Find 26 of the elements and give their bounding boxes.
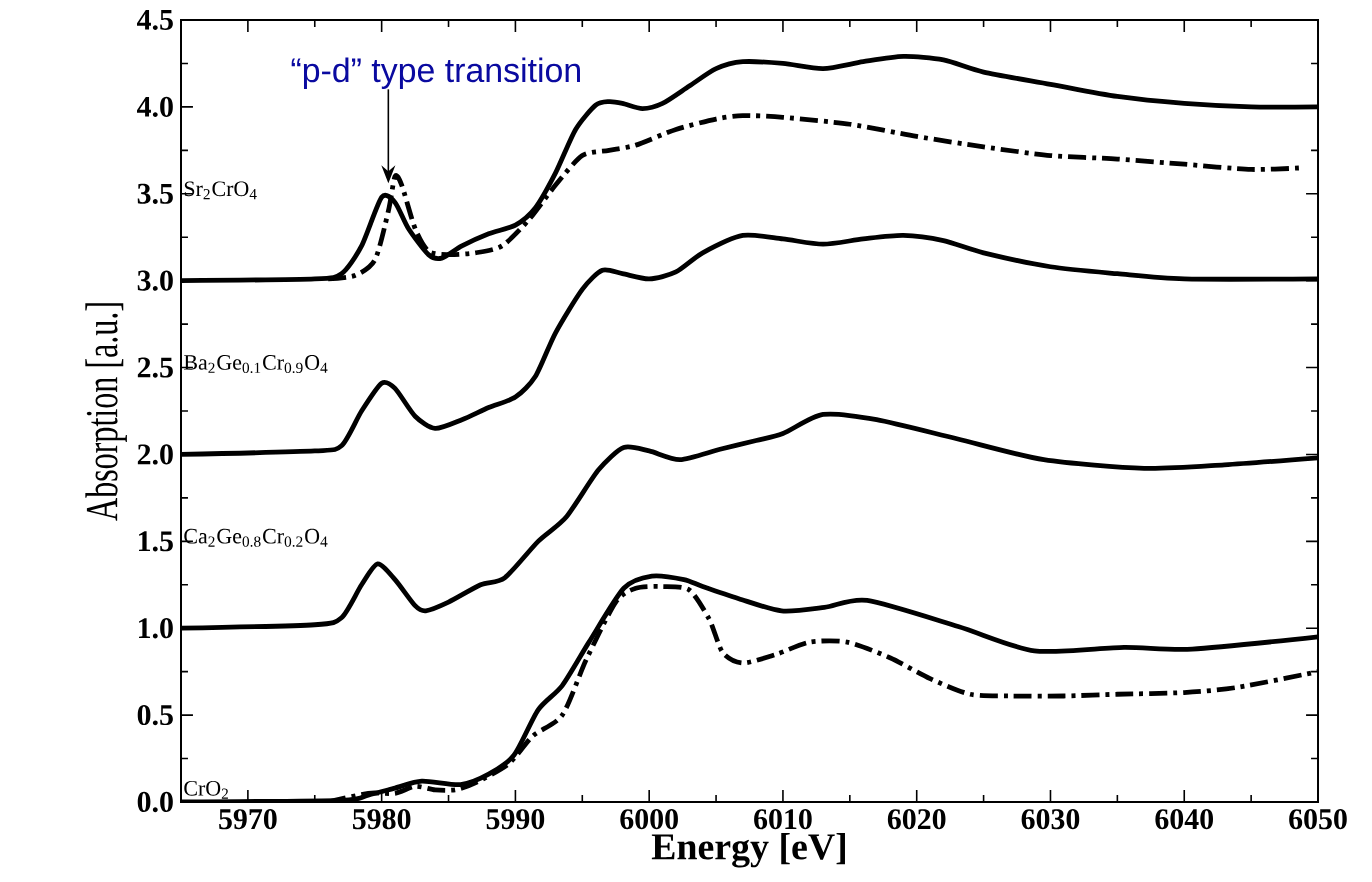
y-tick-label: 1.5 xyxy=(139,531,173,552)
x-tick-label: 6000 xyxy=(620,809,678,830)
y-tick-label: 0.5 xyxy=(137,704,173,726)
x-tick-label: 5990 xyxy=(486,809,545,830)
legend-label: Sr$_{2}$CrO$_{4}$ xyxy=(184,181,257,200)
x-tick-label: 6040 xyxy=(1155,809,1213,830)
x-tick-label: 6030 xyxy=(1021,809,1080,830)
y-tick-label: 3.0 xyxy=(137,270,173,291)
y-tick-label: 2.5 xyxy=(137,357,173,378)
y-tick-label: 3.5 xyxy=(137,183,173,204)
y-tick-label: 2.0 xyxy=(137,444,173,465)
y-tick-label: 4.0 xyxy=(137,96,173,118)
annotation: “p-d” type transition xyxy=(291,57,580,89)
x-tick-label: 6020 xyxy=(887,809,946,830)
text: Ba$_{2}$Ge$_{0.1}$Cr$_{0.9}$O$_{4}$ xyxy=(184,355,328,374)
y-tick-label: 0.0 xyxy=(137,791,173,813)
y-tick-label: 1.0 xyxy=(139,618,173,639)
legend-label: CrO$_{2}$ xyxy=(184,780,228,799)
x-tick-label: 5980 xyxy=(352,809,411,830)
x-axis-title: Energy [eV] xyxy=(651,832,845,868)
x-tick-label: 5970 xyxy=(219,809,277,830)
y-tick-label: 4.5 xyxy=(137,9,173,31)
x-tick-label: 6050 xyxy=(1289,809,1347,830)
legend-label: Ca$_{2}$Ge$_{0.8}$Cr$_{0.2}$O$_{4}$ xyxy=(184,528,328,547)
x-tick-label: 6010 xyxy=(754,809,812,830)
y-axis-title: Absorption [a.u.] xyxy=(85,303,127,521)
